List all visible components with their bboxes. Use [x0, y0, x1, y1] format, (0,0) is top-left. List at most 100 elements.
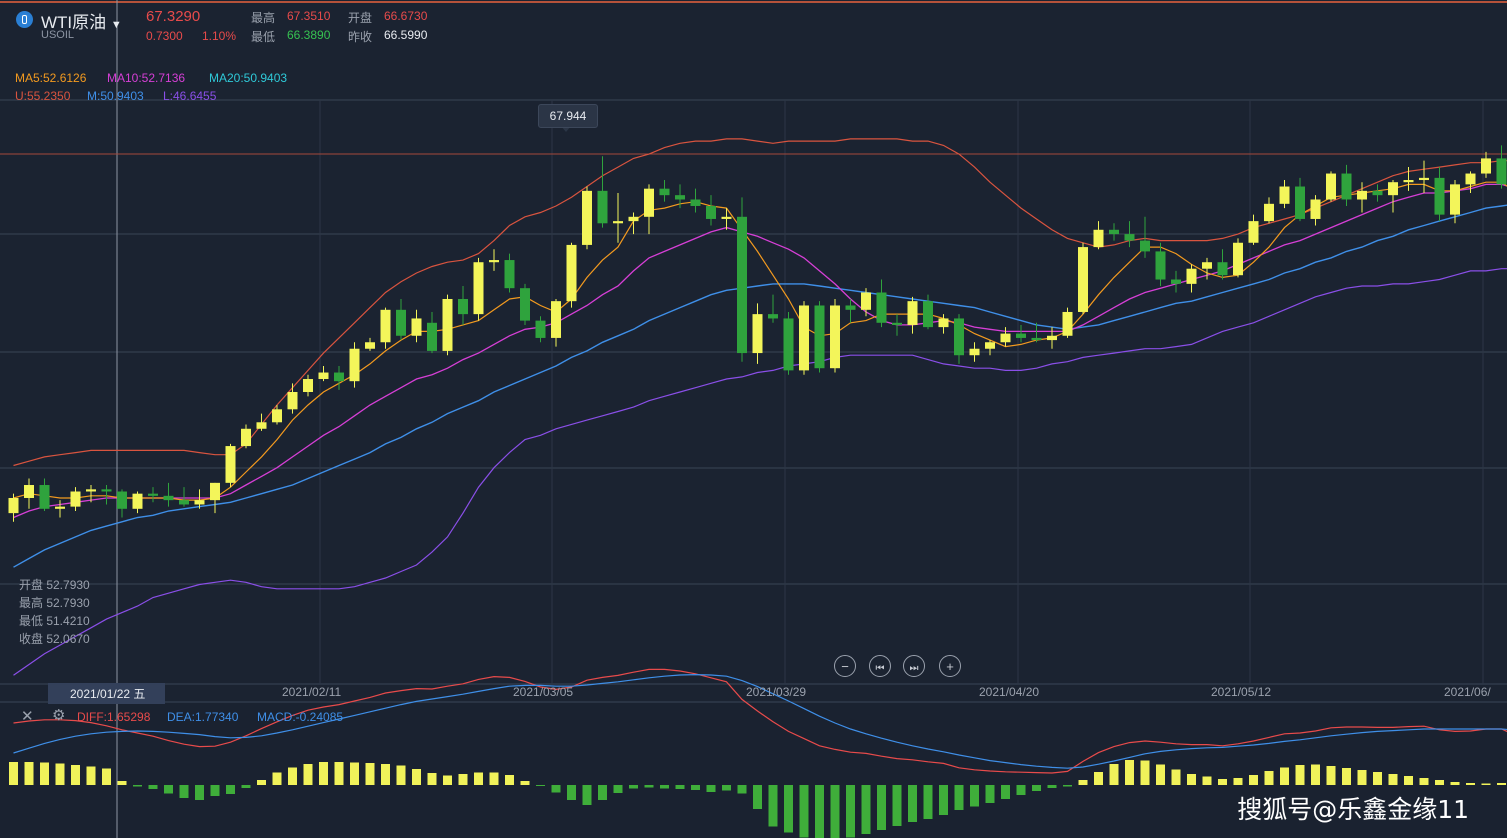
candle	[1031, 322, 1042, 343]
candle	[1295, 177, 1305, 222]
jump-end-button[interactable]: ⏭	[903, 655, 925, 677]
candle	[287, 383, 298, 414]
chevron-down-icon[interactable]: ▼	[110, 19, 122, 31]
macd-bar	[753, 785, 762, 809]
candle	[396, 298, 406, 341]
high-label: 最高	[251, 11, 276, 25]
candle-body	[1295, 186, 1305, 219]
candle-body	[923, 301, 933, 328]
candle-body	[892, 322, 902, 325]
candle-body	[148, 493, 158, 496]
candle-body	[1310, 199, 1321, 219]
x-tick-label: 2021/06/	[1444, 685, 1491, 699]
candle-body	[396, 309, 406, 336]
candle-body	[380, 309, 391, 343]
candle-body	[721, 216, 732, 219]
candle-body	[737, 216, 747, 354]
candle-body	[1000, 333, 1011, 343]
macd-bar	[117, 781, 127, 785]
candle	[1000, 327, 1011, 347]
candle	[380, 307, 391, 349]
macd-bar	[288, 767, 297, 785]
ma10-legend: MA10:52.7136	[107, 71, 186, 85]
candle	[1047, 327, 1057, 349]
macd-bar	[195, 785, 204, 800]
macd-bar	[923, 785, 933, 819]
candle	[1372, 184, 1383, 202]
candle-body	[597, 190, 608, 224]
x-tick-label: 2021/05/12	[1211, 685, 1272, 699]
candle	[628, 212, 639, 235]
macd-bar	[1202, 776, 1212, 785]
macd-bar	[1419, 778, 1429, 785]
candle	[721, 208, 732, 230]
macd-bar	[1233, 778, 1243, 785]
macd-bar	[319, 762, 328, 785]
candle	[148, 487, 158, 503]
candle-body	[907, 301, 918, 325]
candle-body	[1171, 279, 1181, 284]
candle	[1186, 264, 1197, 293]
candle-body	[473, 262, 484, 315]
candle	[55, 500, 65, 518]
zoom-in-button[interactable]: +	[939, 655, 961, 677]
candle	[411, 309, 422, 343]
candle-body	[969, 348, 980, 356]
candle-body	[458, 298, 468, 315]
macd-bar	[1342, 768, 1351, 785]
macd-bar	[381, 764, 390, 785]
close-icon[interactable]: ✕	[21, 708, 34, 725]
candle	[241, 424, 251, 449]
jump-start-button[interactable]: ⏮	[869, 655, 891, 677]
candle-body	[1279, 186, 1290, 204]
candle-body	[86, 489, 96, 492]
candle	[1078, 242, 1088, 315]
candle	[210, 482, 220, 514]
macd-bar	[241, 785, 251, 788]
candle	[566, 242, 577, 308]
candle-body	[349, 348, 360, 382]
boll-mid-legend: M:50.9403	[87, 89, 144, 103]
candles[interactable]	[8, 139, 1507, 522]
macd-bar	[815, 785, 824, 838]
macd-bar	[334, 762, 344, 785]
macd-bar	[164, 785, 173, 794]
macd-bar	[1047, 785, 1057, 788]
macd-bar	[396, 765, 406, 785]
macd-bar	[722, 785, 731, 791]
skip-back-icon: ⏮	[875, 663, 885, 674]
macd-diff-legend: DIFF:1.65298	[77, 710, 151, 724]
macd-bar	[1295, 765, 1305, 785]
candle-body	[1202, 262, 1212, 269]
candle	[39, 478, 50, 511]
macd-bar	[257, 780, 266, 785]
ma20-path	[13, 204, 1507, 568]
macd-dea-line	[13, 673, 1507, 769]
macd-bar	[102, 768, 111, 785]
candle	[768, 294, 778, 323]
macd-bar	[908, 785, 917, 822]
candle	[1450, 180, 1460, 224]
zoom-out-button[interactable]: −	[834, 655, 856, 677]
macd-bar	[1016, 785, 1026, 795]
candle	[551, 298, 561, 347]
macd-bar	[474, 772, 483, 785]
candle-body	[1496, 158, 1507, 185]
macd-bar	[784, 785, 793, 833]
candle	[442, 294, 453, 356]
macd-bar	[1450, 782, 1460, 785]
candle-body	[954, 318, 964, 356]
candle-body	[427, 322, 437, 351]
prev-close-label: 昨收	[348, 30, 373, 44]
macd-diff-line	[13, 668, 1507, 774]
symbol-selector[interactable]: WTI原油 ▼	[41, 8, 122, 33]
macd-bar	[365, 763, 375, 785]
settings-icon[interactable]: ⚙	[52, 707, 66, 724]
candle	[303, 374, 313, 397]
candle	[1109, 223, 1119, 241]
candle-body	[551, 301, 561, 338]
candle-body	[1140, 240, 1150, 252]
macd-bar	[1311, 764, 1320, 785]
